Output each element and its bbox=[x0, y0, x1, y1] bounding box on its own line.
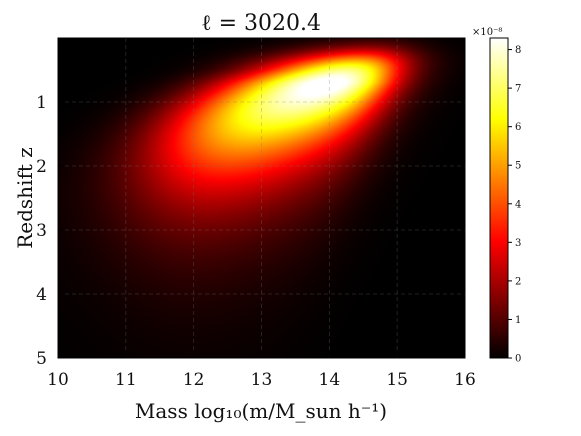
colorbar-tick-label: 8 bbox=[515, 45, 521, 56]
colorbar-tick-label: 6 bbox=[515, 122, 521, 133]
x-tick-label: 12 bbox=[183, 370, 205, 390]
x-tick-label: 16 bbox=[454, 370, 476, 390]
colorbar-ticks: 0 1 2 3 4 5 6 7 8 bbox=[508, 45, 521, 365]
x-tick-label: 11 bbox=[115, 370, 137, 390]
colorbar-tick-label: 7 bbox=[515, 84, 521, 95]
y-axis-label: Redshift z bbox=[13, 147, 37, 249]
x-tick-label: 15 bbox=[386, 370, 408, 390]
y-tick-label: 5 bbox=[36, 349, 47, 369]
heatmap-image bbox=[58, 38, 465, 358]
x-axis: 10 11 12 13 14 15 16 bbox=[47, 353, 476, 390]
x-axis-label: Mass log₁₀(m/M_sun h⁻¹) bbox=[135, 399, 387, 423]
colorbar-tick-label: 3 bbox=[515, 238, 521, 249]
x-tick-label: 10 bbox=[47, 370, 69, 390]
chart-title: ℓ = 3020.4 bbox=[201, 11, 321, 36]
colorbar-tick-label: 5 bbox=[515, 161, 521, 172]
colorbar-gradient bbox=[489, 37, 509, 359]
y-tick-label: 3 bbox=[36, 221, 47, 241]
y-tick-label: 2 bbox=[36, 157, 47, 177]
y-tick-label: 1 bbox=[36, 93, 47, 113]
gridlines bbox=[58, 38, 465, 358]
colorbar-tick-label: 1 bbox=[515, 315, 521, 326]
colorbar-tick-label: 2 bbox=[515, 276, 521, 287]
colorbar-tick-label: 4 bbox=[515, 199, 521, 210]
heatmap-area bbox=[57, 37, 466, 359]
colorbar-scale-label: ×10⁻⁸ bbox=[472, 27, 502, 38]
y-tick-label: 4 bbox=[36, 285, 47, 305]
colorbar-tick-label: 0 bbox=[515, 354, 521, 365]
y-axis: 1 2 3 4 5 bbox=[36, 93, 63, 369]
x-tick-label: 13 bbox=[251, 370, 273, 390]
x-tick-label: 14 bbox=[319, 370, 341, 390]
colorbar: ×10⁻⁸ 0 1 2 3 4 5 6 7 8 bbox=[472, 27, 521, 365]
